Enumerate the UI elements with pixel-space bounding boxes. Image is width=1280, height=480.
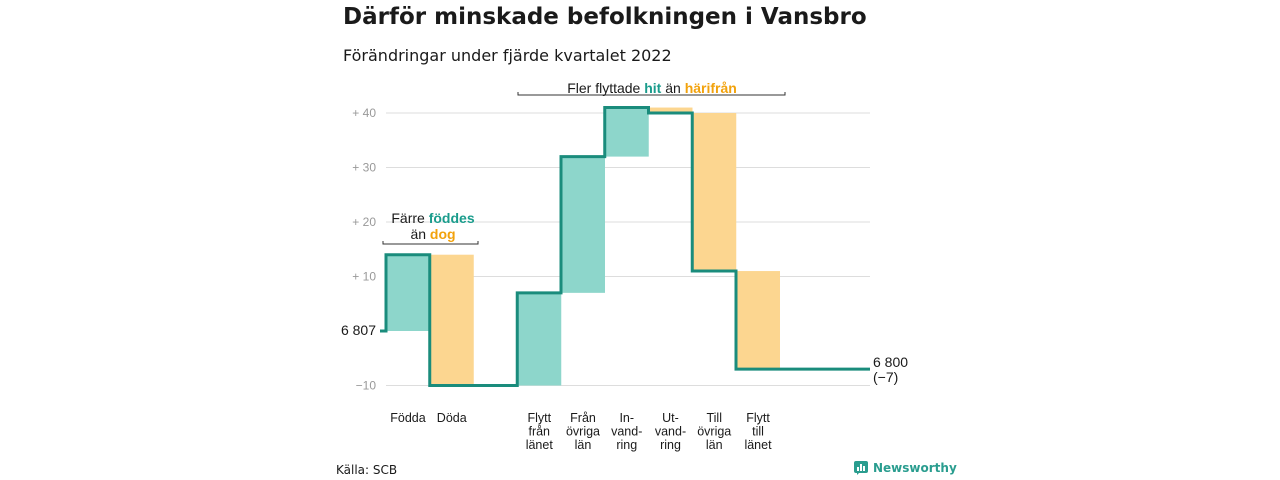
chart-title: Därför minskade befolkningen i Vansbro [343,4,867,30]
cumulative-step-line [380,106,870,387]
end-change-label: (−7) [873,369,898,385]
category-label: Till [706,411,722,425]
annotation-bracket-births-deaths [382,241,479,245]
y-tick-label: + 40 [352,106,376,120]
category-label: vand- [655,425,686,439]
waterfall-bar [648,107,693,113]
category-label: Flytt [746,411,770,425]
newsworthy-logo: Newsworthy [854,461,957,475]
category-label: ring [660,438,681,452]
category-label: övriga [697,425,731,439]
category-label: In- [619,411,634,425]
annotation-died-highlight: dog [429,226,456,242]
source-note: Källa: SCB [336,463,398,477]
category-label: län [575,438,592,452]
category-label: ring [616,438,637,452]
category-label: Flytt [527,411,551,425]
category-label: Födda [390,411,425,425]
chart-subtitle: Förändringar under fjärde kvartalet 2022 [343,46,672,65]
waterfall-bar [429,254,474,386]
waterfall-bar [736,271,780,370]
annotation-born-highlight: föddes [428,210,475,226]
category-label: länet [526,438,554,452]
annotation-in-highlight: hit [644,80,662,96]
y-tick-label: + 30 [352,161,376,175]
annotation-migration: Fler flyttade hit än härifrån [567,80,737,96]
y-tick-label: + 20 [352,215,376,229]
waterfall-bar [692,113,737,272]
annotation-births-deaths: Färre föddes än dog [391,210,475,242]
waterfall-bar [386,254,430,331]
end-value-label: 6 800 [873,354,908,370]
waterfall-bar [517,292,562,386]
y-tick-label: −10 [356,379,377,393]
y-tick-label: + 10 [352,270,376,284]
category-label: vand- [611,425,642,439]
category-label: länet [744,438,772,452]
annotation-out-highlight: härifrån [684,80,737,96]
category-label: Döda [437,411,467,425]
category-label: från [528,425,550,439]
category-label: Ut- [662,411,679,425]
annotation-bracket-migration [517,92,786,96]
category-label: övriga [566,425,600,439]
category-label: till [752,425,764,439]
newsworthy-logo-text: Newsworthy [873,461,957,475]
category-label: län [706,438,723,452]
waterfall-bar [604,107,649,157]
newsworthy-logo-icon [854,461,868,475]
start-value-label: 6 807 [341,322,376,338]
category-label: Från [570,411,596,425]
waterfall-bar [561,156,605,293]
